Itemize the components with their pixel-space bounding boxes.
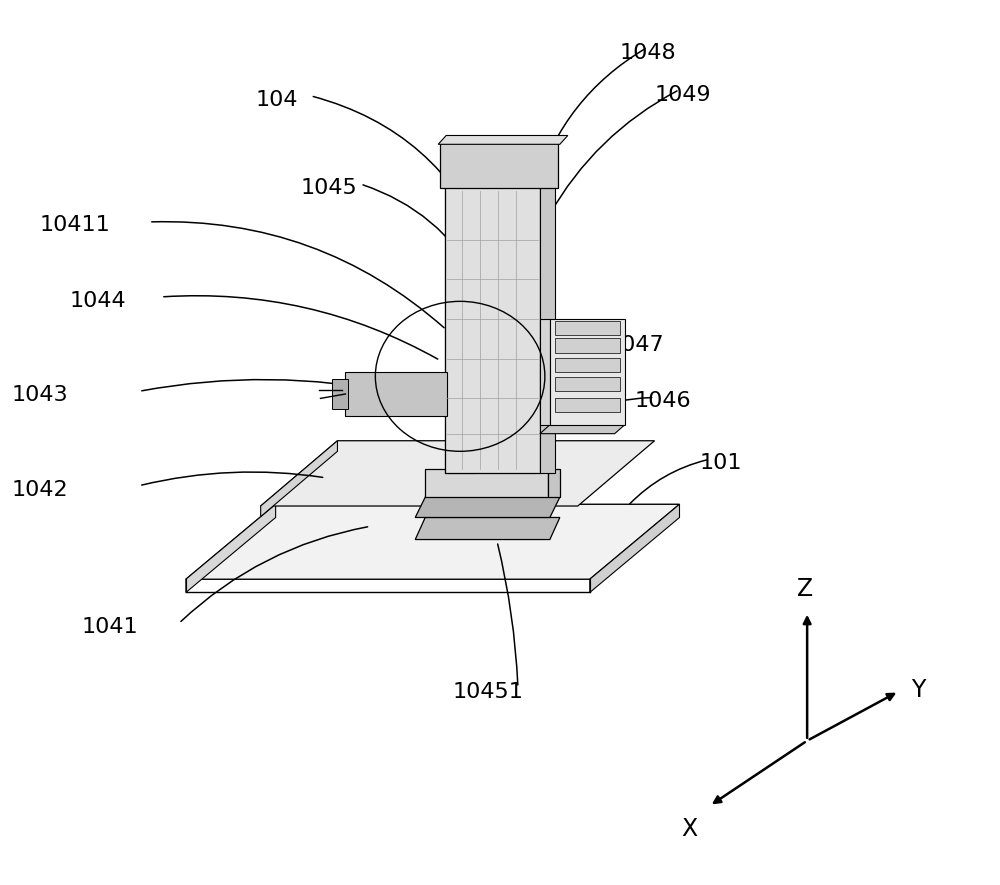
- Polygon shape: [555, 358, 620, 372]
- Text: 1047: 1047: [608, 335, 664, 355]
- Text: 1042: 1042: [11, 480, 68, 499]
- Polygon shape: [550, 319, 625, 425]
- Polygon shape: [445, 187, 475, 473]
- Polygon shape: [186, 504, 276, 592]
- Polygon shape: [440, 142, 558, 189]
- Text: 1041: 1041: [81, 617, 138, 637]
- Text: 1049: 1049: [655, 85, 711, 105]
- Polygon shape: [186, 504, 680, 580]
- Polygon shape: [590, 504, 680, 592]
- Polygon shape: [445, 187, 540, 473]
- Polygon shape: [415, 497, 560, 518]
- Text: 1043: 1043: [11, 385, 68, 405]
- Polygon shape: [555, 377, 620, 391]
- Text: 1045: 1045: [301, 178, 357, 198]
- Polygon shape: [438, 135, 568, 144]
- Polygon shape: [415, 518, 560, 540]
- Text: X: X: [681, 817, 697, 841]
- Text: Z: Z: [797, 577, 813, 601]
- Polygon shape: [540, 187, 555, 473]
- Polygon shape: [548, 469, 560, 497]
- Polygon shape: [425, 469, 548, 497]
- Polygon shape: [332, 379, 348, 409]
- Polygon shape: [540, 319, 550, 425]
- Text: 101: 101: [699, 453, 742, 473]
- Text: Y: Y: [911, 678, 925, 702]
- Polygon shape: [555, 397, 620, 412]
- Text: 1048: 1048: [620, 42, 676, 63]
- Polygon shape: [261, 441, 655, 506]
- Text: 104: 104: [256, 89, 298, 110]
- Polygon shape: [540, 425, 625, 434]
- Polygon shape: [555, 320, 620, 335]
- Polygon shape: [261, 441, 337, 517]
- Text: 1046: 1046: [635, 391, 691, 412]
- Text: 1044: 1044: [69, 291, 126, 311]
- Text: 10411: 10411: [39, 215, 110, 235]
- Polygon shape: [555, 338, 620, 352]
- Text: 10451: 10451: [452, 682, 523, 703]
- Polygon shape: [345, 372, 447, 416]
